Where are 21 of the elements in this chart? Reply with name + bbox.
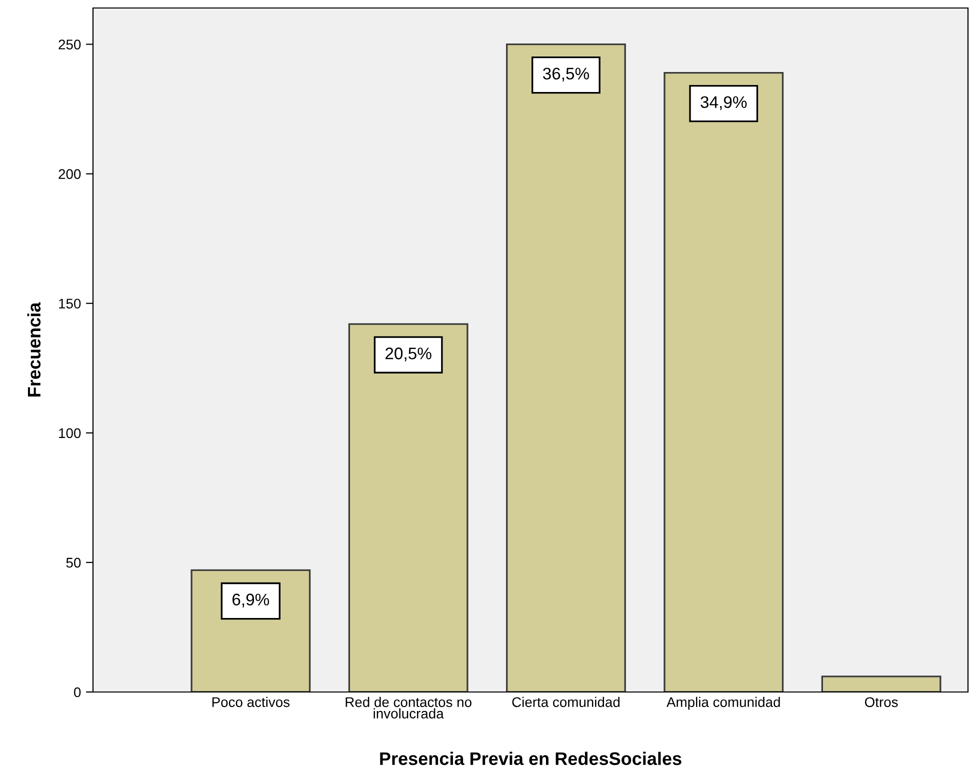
x-tick-label: Amplia comunidad [666,696,780,710]
annotation: 20,5% [386,348,432,362]
x-tick-label: Red de contactos no involucrada [346,696,472,718]
annotation: 34,9% [700,96,747,110]
y-tick-label: 200 [58,169,81,179]
bar [664,72,784,692]
y-tick-label: 250 [58,40,81,50]
annotation: 6,9% [232,594,270,608]
bar [821,676,942,692]
y-tick-label: 50 [66,558,81,568]
x-tick-label: Cierta comunidad [512,696,620,708]
x-tick-label: Otros [864,697,898,708]
y-axis-title: Frecuencia [27,302,41,396]
bar [348,323,468,692]
x-axis-title: Presencia Previa en RedesSociales [380,752,682,766]
y-tick-label: 150 [59,298,81,309]
annotation: 36,5% [542,68,590,82]
y-tick-label: 0 [74,687,81,698]
x-tick-label: Poco activos [212,696,290,708]
y-tick-label: 100 [59,428,81,438]
bar [506,43,626,692]
